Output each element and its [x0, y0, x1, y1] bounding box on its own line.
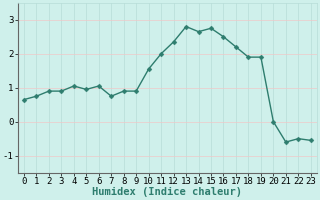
X-axis label: Humidex (Indice chaleur): Humidex (Indice chaleur): [92, 187, 242, 197]
